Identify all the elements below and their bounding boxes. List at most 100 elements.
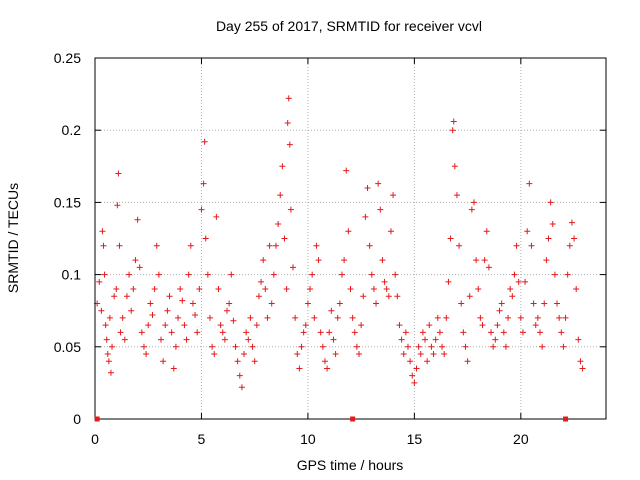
- data-point: [460, 329, 467, 336]
- data-point: [434, 314, 441, 321]
- data-point: [577, 358, 584, 365]
- data-point: [419, 329, 426, 336]
- data-point: [477, 314, 484, 321]
- data-point: [283, 286, 290, 293]
- data-point: [530, 300, 537, 307]
- x-tick-label: 15: [407, 431, 423, 447]
- data-point: [196, 286, 203, 293]
- data-point: [443, 314, 450, 321]
- data-point: [198, 206, 205, 213]
- data-point: [409, 372, 416, 379]
- baseline-marker: [563, 416, 569, 422]
- data-point: [181, 322, 188, 329]
- data-point: [445, 278, 452, 285]
- data-point: [353, 343, 360, 350]
- data-point: [473, 257, 480, 264]
- data-point: [517, 314, 524, 321]
- data-point: [502, 343, 509, 350]
- data-point: [168, 329, 175, 336]
- data-point: [404, 343, 411, 350]
- data-point: [238, 384, 245, 391]
- x-tick-label: 10: [300, 431, 316, 447]
- data-point: [206, 314, 213, 321]
- data-point: [551, 271, 558, 278]
- data-point: [573, 286, 580, 293]
- y-tick-label: 0.2: [62, 122, 82, 138]
- data-point: [138, 329, 145, 336]
- data-point: [424, 358, 431, 365]
- data-point: [164, 307, 171, 314]
- data-point: [547, 199, 554, 206]
- data-point: [162, 322, 169, 329]
- data-point: [522, 278, 529, 285]
- data-point: [462, 343, 469, 350]
- data-point: [468, 206, 475, 213]
- data-point: [302, 322, 309, 329]
- data-point: [545, 235, 552, 242]
- data-point: [226, 300, 233, 307]
- data-point: [534, 314, 541, 321]
- data-point: [104, 351, 111, 358]
- data-point: [192, 312, 199, 319]
- data-point: [385, 293, 392, 300]
- data-point: [449, 127, 456, 134]
- data-point: [243, 329, 250, 336]
- data-point: [202, 235, 209, 242]
- data-point: [526, 180, 533, 187]
- data-point: [102, 322, 109, 329]
- data-point: [560, 343, 567, 350]
- data-point: [111, 293, 118, 300]
- data-point: [364, 184, 371, 191]
- data-point: [160, 358, 167, 365]
- x-tick-labels: 0 5 10 15 20: [91, 431, 529, 447]
- data-point: [387, 228, 394, 235]
- data-point: [98, 307, 105, 314]
- data-point: [324, 365, 331, 372]
- data-point: [194, 329, 201, 336]
- data-point: [189, 300, 196, 307]
- data-point: [447, 235, 454, 242]
- data-point: [268, 300, 275, 307]
- data-point: [507, 286, 514, 293]
- data-point: [343, 167, 350, 174]
- data-point: [439, 343, 446, 350]
- data-point: [485, 264, 492, 271]
- data-point: [500, 329, 507, 336]
- y-tick-labels: 0 0.05 0.1 0.15 0.2 0.25: [54, 50, 81, 427]
- data-point: [394, 293, 401, 300]
- data-point: [294, 351, 301, 358]
- data-point: [375, 180, 382, 187]
- x-axis-label: GPS time / hours: [297, 457, 404, 473]
- data-point: [568, 219, 575, 226]
- data-point: [383, 286, 390, 293]
- data-point: [153, 242, 160, 249]
- data-point: [347, 286, 354, 293]
- data-point: [528, 242, 535, 249]
- data-point: [398, 336, 405, 343]
- data-point: [541, 300, 548, 307]
- data-point: [509, 293, 516, 300]
- scatter-points: [94, 95, 586, 391]
- data-point: [185, 271, 192, 278]
- data-point: [539, 343, 546, 350]
- plot-frame: [94, 57, 607, 420]
- data-point: [338, 271, 345, 278]
- data-point: [123, 293, 130, 300]
- data-point: [290, 264, 297, 271]
- data-point: [334, 314, 341, 321]
- data-point: [524, 228, 531, 235]
- data-point: [562, 314, 569, 321]
- data-point: [326, 329, 333, 336]
- data-point: [554, 300, 561, 307]
- baseline-marker: [94, 416, 100, 422]
- data-point: [317, 329, 324, 336]
- data-point: [304, 300, 311, 307]
- data-point: [566, 242, 573, 249]
- data-point: [450, 118, 457, 125]
- data-point: [211, 351, 218, 358]
- data-point: [177, 286, 184, 293]
- data-point: [349, 314, 356, 321]
- data-point: [411, 379, 418, 386]
- data-point: [241, 351, 248, 358]
